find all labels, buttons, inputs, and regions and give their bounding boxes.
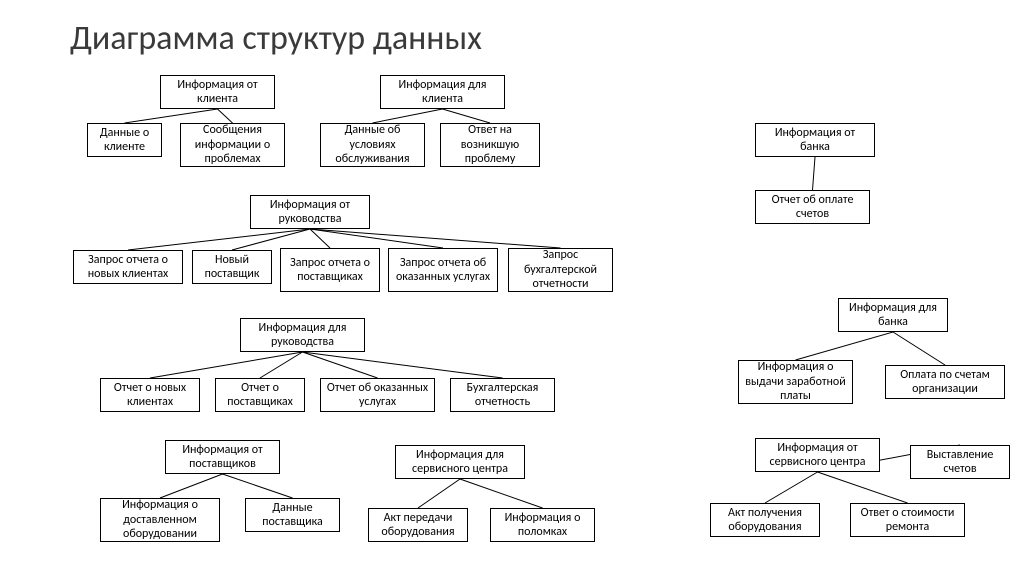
node-n26: Информация для банка bbox=[838, 298, 948, 332]
node-n16: Отчет о новых клиентах bbox=[100, 378, 200, 412]
node-n2: Данные о клиенте bbox=[87, 123, 162, 157]
edge-n15-n19 bbox=[303, 352, 503, 378]
edge-n9-n14 bbox=[310, 229, 561, 248]
node-n7: Информация от банка bbox=[755, 123, 875, 157]
node-n27: Информация о выдачи заработной платы bbox=[738, 360, 853, 404]
node-n14: Запрос бухгалтерской отчетности bbox=[508, 248, 613, 292]
node-n29: Информация от сервисного центра bbox=[755, 438, 880, 472]
edge-n15-n18 bbox=[303, 352, 378, 378]
edge-n29-n31 bbox=[765, 472, 818, 503]
edge-n9-n11 bbox=[232, 229, 310, 250]
node-n5: Данные об условиях обслуживания bbox=[320, 123, 425, 167]
edge-n1-n2 bbox=[125, 109, 218, 123]
diagram-title: Диаграмма структур данных bbox=[70, 18, 482, 59]
node-n24: Акт передачи оборудования bbox=[368, 508, 468, 542]
edge-n15-n17 bbox=[260, 352, 303, 378]
node-n8: Отчет об оплате счетов bbox=[755, 190, 870, 224]
node-n10: Запрос отчета о новых клиентах bbox=[73, 250, 183, 284]
node-n4: Информация для клиента bbox=[380, 75, 505, 109]
node-n17: Отчет о поставщиках bbox=[215, 378, 305, 412]
node-n15: Информация для руководства bbox=[240, 318, 365, 352]
node-n1: Информация от клиента bbox=[160, 75, 275, 109]
edge-n4-n5 bbox=[373, 109, 443, 123]
edge-n9-n10 bbox=[128, 229, 310, 250]
node-n12: Запрос отчета о поставщиках bbox=[280, 248, 380, 292]
node-n28: Оплата по счетам организации bbox=[885, 365, 1005, 399]
edge-n9-n12 bbox=[310, 229, 330, 248]
edge-n26-n27 bbox=[796, 332, 894, 360]
edge-n26-n28 bbox=[893, 332, 945, 365]
edge-n9-n13 bbox=[310, 229, 443, 248]
edge-n29-n32 bbox=[818, 472, 908, 503]
edge-n20-n21 bbox=[160, 474, 223, 498]
node-n30: Выставление счетов bbox=[910, 445, 1010, 479]
node-n22: Данные поставщика bbox=[245, 498, 340, 532]
node-n13: Запрос отчета об оказанных услугах bbox=[388, 248, 498, 292]
node-n23: Информация для сервисного центра bbox=[395, 445, 525, 479]
edge-n20-n22 bbox=[223, 474, 293, 498]
edge-n1-n3 bbox=[218, 109, 233, 123]
node-n31: Акт получения оборудования bbox=[710, 503, 820, 537]
edge-n4-n6 bbox=[443, 109, 491, 123]
node-n25: Информация о поломках bbox=[490, 508, 595, 542]
node-n32: Ответ о стоимости ремонта bbox=[850, 503, 965, 537]
edge-n15-n16 bbox=[150, 352, 303, 378]
node-n21: Информация о доставленном оборудовании bbox=[100, 498, 220, 542]
node-n19: Бухгалтерская отчетность bbox=[450, 378, 555, 412]
edge-n7-n8 bbox=[813, 157, 816, 190]
node-n18: Отчет об оказанных услугах bbox=[320, 378, 435, 412]
node-n20: Информация от поставщиков bbox=[165, 440, 280, 474]
edge-n23-n25 bbox=[460, 479, 543, 508]
node-n11: Новый поставщик bbox=[192, 250, 272, 284]
node-n9: Информация от руководства bbox=[250, 195, 370, 229]
node-n6: Ответ на возникшую проблему bbox=[440, 123, 540, 167]
edge-n23-n24 bbox=[418, 479, 460, 508]
node-n3: Сообщения информации о проблемах bbox=[180, 123, 285, 167]
